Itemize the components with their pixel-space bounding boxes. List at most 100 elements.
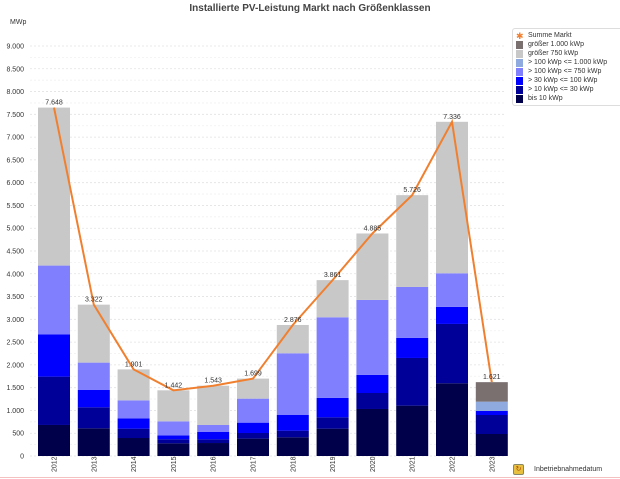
legend-swatch: [516, 94, 523, 103]
bar-segment: [197, 385, 230, 425]
x-tick-label: 2021: [410, 456, 417, 472]
legend-label: > 10 kWp <= 30 kWp: [528, 86, 594, 93]
data-label: 1.699: [244, 371, 262, 378]
legend-swatch: [516, 58, 523, 67]
legend-label: > 100 kWp <= 750 kWp: [528, 68, 602, 75]
y-tick-label: 1.000: [6, 408, 24, 415]
bar-segment: [197, 424, 230, 432]
y-tick-label: 8.500: [6, 66, 24, 73]
y-tick-label: 0: [20, 454, 24, 461]
y-tick-label: 4.500: [6, 249, 24, 256]
y-tick-label: 5.500: [6, 203, 24, 210]
bar-segment: [38, 424, 70, 456]
data-label: 2.876: [284, 317, 302, 324]
bar-segment: [157, 435, 190, 440]
legend-item[interactable]: bis 10 kWp: [516, 94, 620, 103]
bar-segment: [396, 195, 429, 287]
bar-segment: [396, 357, 429, 406]
bar-segment: [316, 417, 349, 429]
legend-label: > 100 kWp <= 1.000 kWp: [528, 59, 608, 66]
bar-segment: [77, 428, 110, 456]
bar-segment: [396, 405, 429, 456]
y-tick-label: 7.500: [6, 112, 24, 119]
dimension-icon[interactable]: ↻: [513, 464, 524, 475]
x-tick-label: 2020: [370, 456, 377, 472]
bar-segment: [356, 233, 389, 300]
x-axis-label: Inbetriebnahmedatum: [534, 466, 603, 473]
bar-segment: [436, 306, 468, 324]
y-tick-label: 6.500: [6, 157, 24, 164]
y-tick-label: 5.000: [6, 226, 24, 233]
bar-segment: [197, 439, 230, 444]
bar-segment: [356, 299, 389, 375]
bar-segment: [237, 398, 269, 423]
y-tick-label: 2.000: [6, 362, 24, 369]
legend-item[interactable]: > 30 kWp <= 100 kWp: [516, 76, 620, 85]
legend-label: > 30 kWp <= 100 kWp: [528, 77, 598, 84]
x-tick-label: 2012: [52, 456, 59, 472]
bar-segment: [276, 353, 309, 415]
bar-segment: [117, 418, 150, 429]
x-tick-label: 2015: [171, 456, 178, 472]
x-tick-label: 2022: [450, 456, 457, 472]
y-tick-label: 500: [12, 431, 24, 438]
bar-segment: [237, 432, 269, 439]
bar-segment: [157, 421, 190, 436]
x-tick-label: 2023: [489, 456, 496, 472]
bar-segment: [475, 410, 508, 415]
bar-segment: [276, 437, 309, 456]
summe-markt-line: [53, 107, 493, 392]
x-axis-field[interactable]: ↻ Inbetriebnahmedatum: [513, 464, 602, 475]
y-tick-label: 7.000: [6, 135, 24, 142]
bar-segment: [237, 422, 269, 433]
bar-segment: [475, 382, 508, 402]
x-tick-label: 2013: [91, 456, 98, 472]
legend-item[interactable]: ✱ Summe Markt: [516, 31, 620, 40]
legend-label: Summe Markt: [528, 32, 572, 39]
y-tick-label: 4.000: [6, 271, 24, 278]
bar-segment: [38, 376, 70, 425]
y-axis-unit: MWp: [10, 19, 27, 26]
bar-segment: [396, 286, 429, 338]
y-tick-label: 2.500: [6, 340, 24, 347]
x-tick-label: 2019: [330, 456, 337, 472]
legend-swatch: [516, 40, 523, 49]
data-label: 4.885: [364, 225, 382, 232]
bar-segment: [157, 443, 190, 456]
bar-segment: [436, 273, 468, 307]
y-tick-label: 9.000: [6, 44, 24, 51]
bar-segment: [396, 337, 429, 358]
bar-segment: [77, 304, 110, 363]
bar-segment: [237, 438, 269, 456]
x-tick-label: 2014: [131, 456, 138, 472]
bar-segment: [157, 439, 190, 444]
bar-segment: [356, 392, 389, 409]
y-tick-label: 3.500: [6, 294, 24, 301]
data-label: 7.648: [45, 100, 63, 107]
y-tick-label: 6.000: [6, 180, 24, 187]
bar-segment: [237, 378, 269, 399]
data-label: 1.543: [204, 378, 222, 385]
bar-segment: [38, 107, 70, 266]
data-label: 5.726: [403, 187, 421, 194]
legend-item[interactable]: > 10 kWp <= 30 kWp: [516, 85, 620, 94]
x-tick-label: 2018: [290, 456, 297, 472]
bar-segment: [197, 443, 230, 456]
data-label: 7.336: [443, 114, 461, 121]
legend-label: größer 1.000 kWp: [528, 41, 585, 48]
legend-item[interactable]: größer 1.000 kWp: [516, 40, 620, 49]
legend-item[interactable]: > 100 kWp <= 1.000 kWp: [516, 58, 620, 67]
bar-segment: [117, 428, 150, 439]
legend-item[interactable]: größer 750 kWp: [516, 49, 620, 58]
bar-segment: [316, 428, 349, 456]
chart-title: Installierte PV-Leistung Markt nach Größ…: [189, 3, 431, 14]
bar-segment: [475, 415, 508, 434]
data-label: 1.621: [483, 374, 501, 381]
bar-segment: [197, 431, 230, 440]
bar-segment: [436, 383, 468, 456]
legend-item[interactable]: > 100 kWp <= 750 kWp: [516, 67, 620, 76]
bar-segment: [77, 389, 110, 408]
legend-swatch: [516, 49, 523, 58]
legend[interactable]: ✱ Summe Markt größer 1.000 kWp größer 750 k…: [512, 28, 620, 106]
